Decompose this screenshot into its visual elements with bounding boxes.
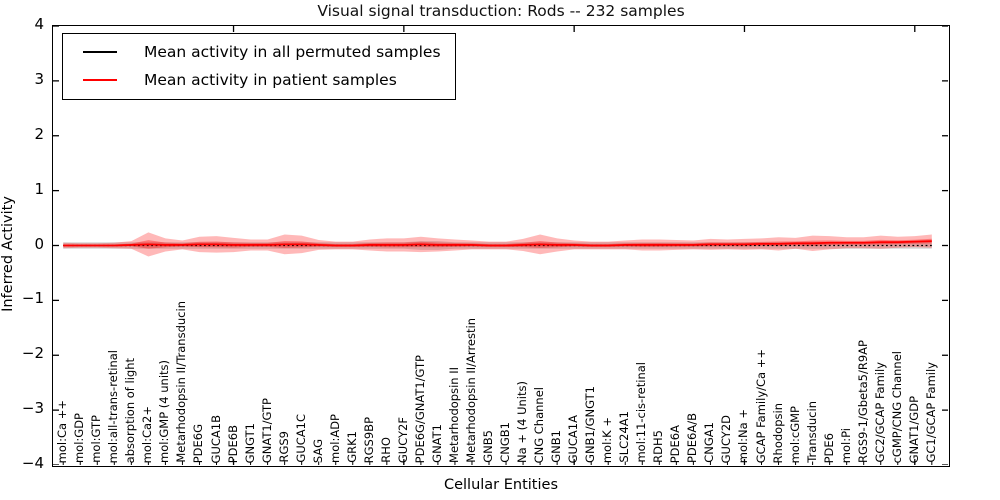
patient-line-swatch: [83, 79, 117, 81]
y-tick-label: 2: [34, 124, 44, 143]
x-tick-label: Transducin: [804, 401, 819, 463]
x-tick-label: PDE6G: [191, 423, 206, 463]
x-tick-label: CNG Channel: [532, 386, 547, 463]
x-tick-label: SAG: [310, 438, 325, 463]
x-tick-label: GNAT1/GDP: [906, 395, 921, 463]
x-tick-label: RGS9-1/Gbeta5/R9AP: [855, 339, 870, 463]
x-tick-label: GUCA1A: [566, 414, 581, 463]
x-tick-label: PDE6A/B: [685, 412, 700, 463]
x-tick-label: GUCY2D: [719, 414, 734, 463]
plot-area: mol:Ca ++ mol:GDP mol:GTP mol:all-trans-ret…: [52, 25, 950, 467]
x-tick-label: GRK1: [344, 431, 359, 463]
x-tick-label: GC1/GCAP Family: [923, 362, 938, 463]
x-tick-label: RHO: [378, 437, 393, 463]
x-tick-label: GNAT1/GTP: [259, 397, 274, 463]
x-tick-label: mol:Pi: [838, 427, 853, 463]
x-tick-label: mol:ADP: [327, 414, 342, 463]
x-tick-label: mol:Ca ++: [55, 399, 70, 463]
x-tick-label: GNB1/GNGT1: [583, 386, 598, 463]
x-tick-label: mol:K +: [600, 416, 615, 463]
x-tick-label: mol:cGMP: [787, 405, 802, 463]
x-tick-label: cGMP/CNG Channel: [889, 350, 904, 463]
x-tick-label: mol:Ca2+: [140, 405, 155, 463]
x-tick-label: RGS9: [276, 431, 291, 463]
x-tick-label: GNGT1: [242, 422, 257, 463]
x-tick-label: GUCA1C: [293, 414, 308, 463]
y-tick-label: 4: [34, 15, 44, 33]
x-tick-label: PDE6: [821, 432, 836, 463]
chart-canvas: [53, 26, 948, 465]
y-tick-label: 0: [34, 234, 44, 253]
x-tick-label: SLC24A1: [617, 411, 632, 463]
permuted-line-swatch: [83, 51, 117, 53]
chart-title: Visual signal transduction: Rods -- 232 …: [317, 2, 685, 20]
y-tick-label: 1: [34, 179, 44, 198]
x-axis-label: Cellular Entities: [443, 477, 559, 493]
x-tick-label: RDH5: [651, 430, 666, 463]
legend-label: Mean activity in patient samples: [144, 71, 397, 89]
legend: Mean activity in all permuted samples Me…: [62, 33, 456, 100]
patient-band-core: [63, 238, 932, 249]
y-tick-label: −3: [21, 399, 44, 418]
x-tick-label: Metarhodopsin II/Transducin: [174, 301, 189, 463]
x-tick-label: CNGA1: [702, 422, 717, 463]
x-tick-label: GUCY2F: [395, 416, 410, 463]
x-tick-label: GUCA1B: [208, 414, 223, 463]
legend-item-permuted: Mean activity in all permuted samples: [73, 43, 441, 61]
y-tick-label: −1: [21, 289, 44, 308]
x-tick-label: mol:11-cis-retinal: [634, 362, 649, 463]
x-tick-label: GCAP Family/Ca ++: [753, 348, 768, 463]
x-tick-label: Na + (4 Units): [515, 381, 530, 463]
x-tick-label: GNAT1: [429, 424, 444, 463]
x-tick-label: Metarhodopsin II: [446, 367, 461, 463]
x-tick-label: PDE6B: [225, 424, 240, 463]
legend-item-patient: Mean activity in patient samples: [73, 71, 441, 89]
x-tick-label: GNB5: [481, 430, 495, 463]
y-tick-label: −4: [21, 454, 44, 472]
patient-band: [63, 232, 932, 257]
patient-mean-line: [63, 240, 932, 247]
x-tick-label: absorption of light: [123, 357, 138, 463]
x-tick-label: PDE6A: [668, 424, 683, 463]
x-tick-label: CNGB1: [498, 422, 513, 463]
x-tick-label: GC2/GCAP Family: [872, 362, 887, 463]
x-tick-label: mol:all-trans-retinal: [106, 349, 121, 463]
x-tick-label: Metarhodopsin II/Arrestin: [463, 318, 478, 463]
x-tick-label: mol:GMP (4 units): [157, 360, 172, 463]
y-tick-label: −2: [21, 344, 44, 363]
x-tick-label: RGS9BP: [361, 416, 376, 463]
x-tick-label: mol:GTP: [89, 415, 104, 463]
x-tick-label: GNB1: [549, 430, 564, 463]
legend-label: Mean activity in all permuted samples: [144, 43, 441, 61]
y-tick-label: 3: [34, 69, 44, 88]
x-tick-label: PDE6G/GNAT1/GTP: [412, 354, 427, 463]
x-tick-label: mol:Na +: [736, 408, 751, 463]
x-tick-label: Rhodopsin: [770, 402, 785, 463]
x-tick-label: mol:GDP: [72, 412, 87, 463]
